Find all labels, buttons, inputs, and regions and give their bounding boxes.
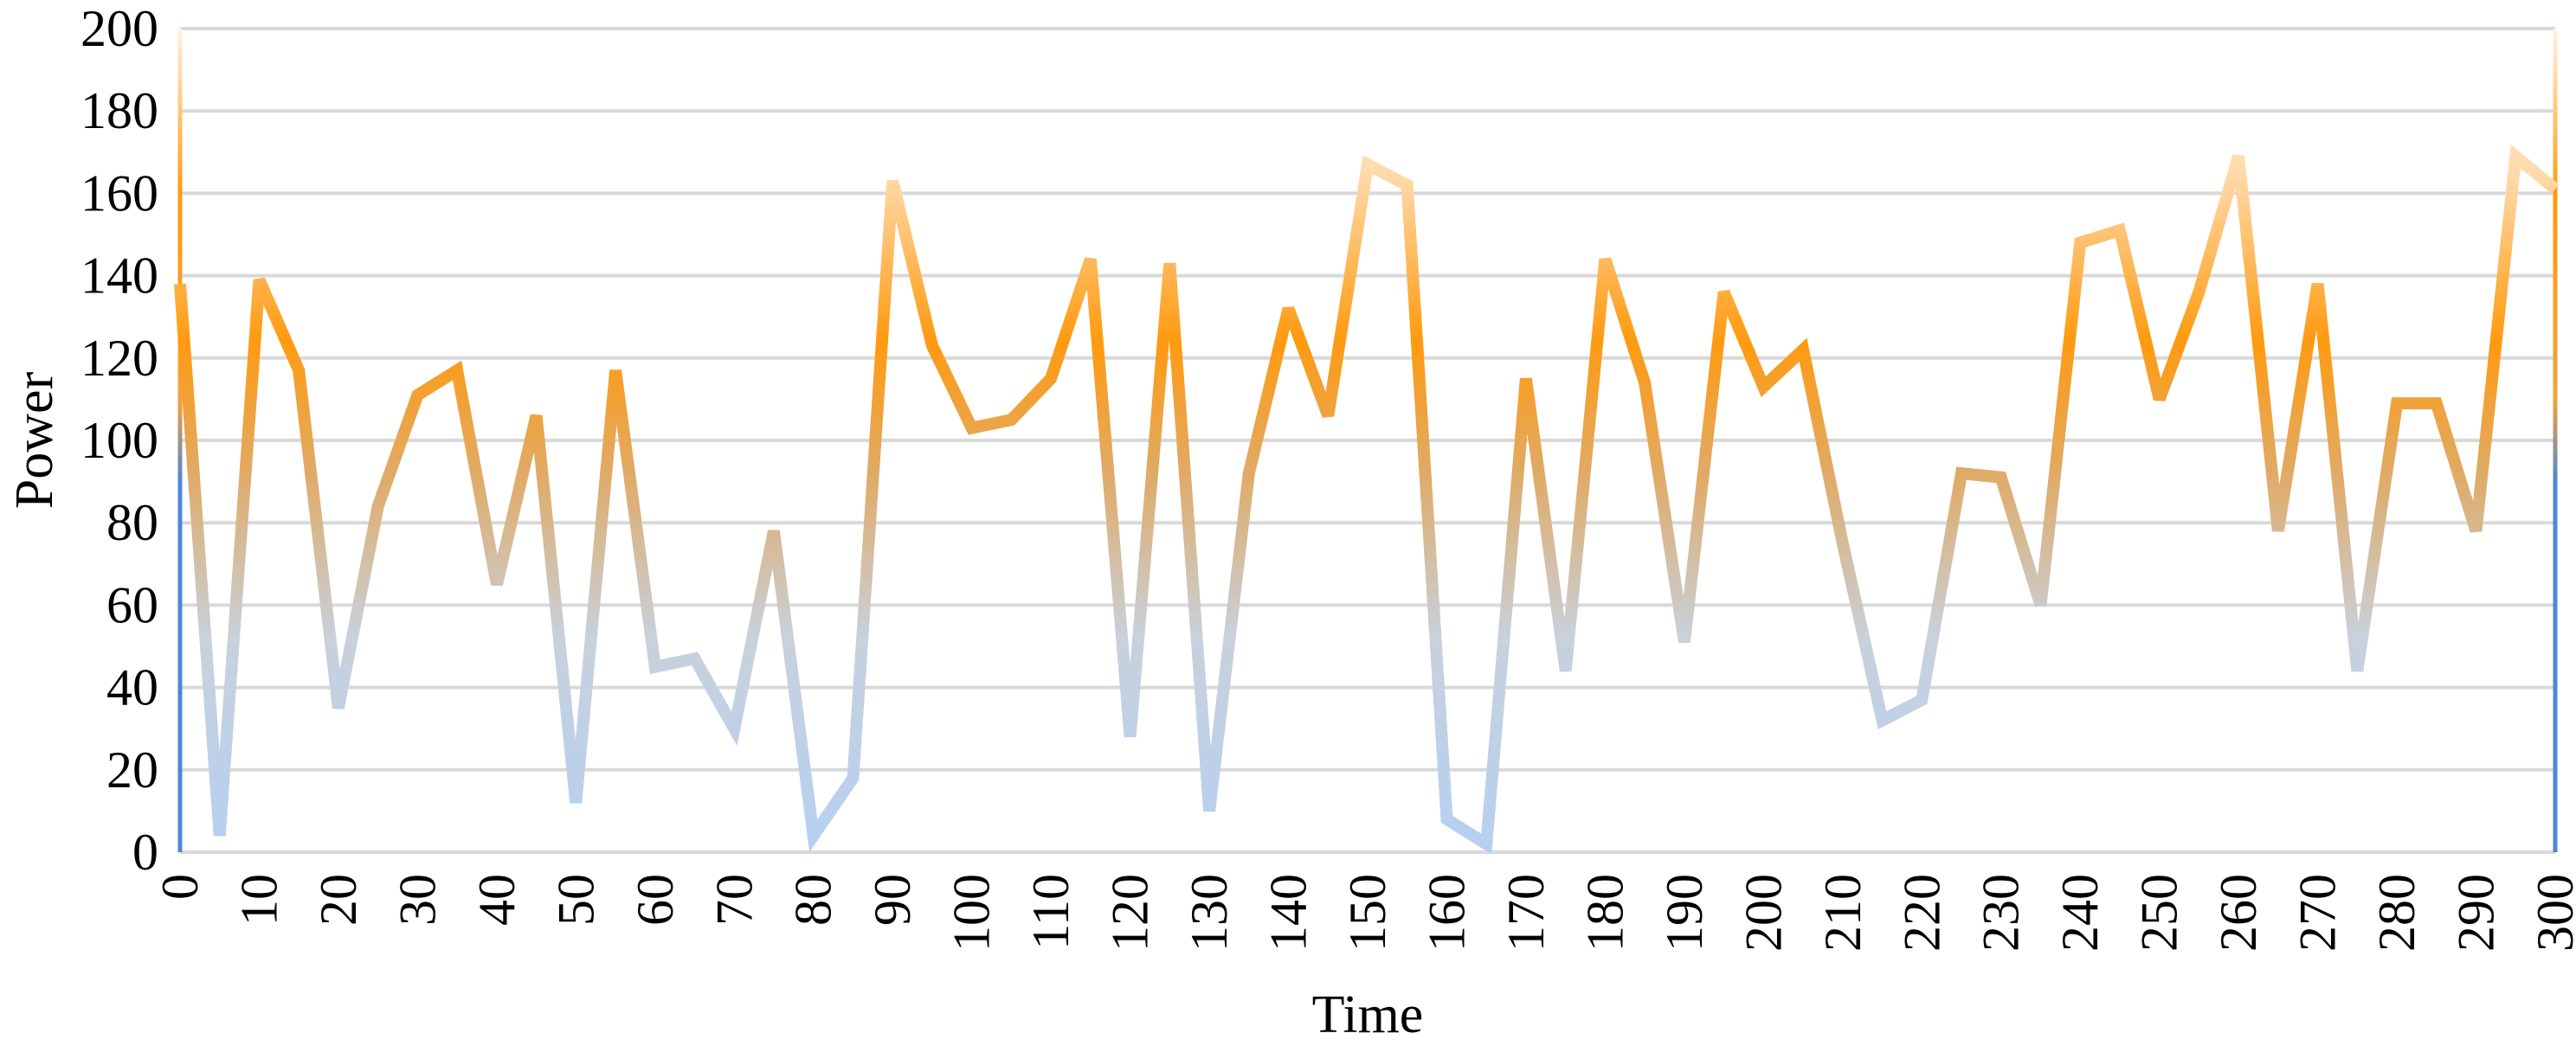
x-tick-label: 130 <box>1181 874 1238 952</box>
x-tick-label: 270 <box>2289 874 2347 952</box>
x-tick-label: 0 <box>151 874 209 900</box>
x-tick-label: 170 <box>1497 874 1555 952</box>
x-tick-label: 200 <box>1735 874 1792 952</box>
y-tick-label: 0 <box>132 824 158 881</box>
x-tick-label: 50 <box>547 874 604 926</box>
x-tick-label: 240 <box>2051 874 2109 952</box>
x-tick-label: 110 <box>1022 874 1079 950</box>
y-axis-title: Power <box>5 371 64 509</box>
x-tick-label: 150 <box>1339 874 1396 952</box>
y-tick-label: 20 <box>106 741 158 799</box>
x-tick-label: 180 <box>1576 874 1633 952</box>
x-tick-label: 280 <box>2368 874 2425 952</box>
x-tick-label: 230 <box>1973 874 2030 952</box>
y-tick-label: 60 <box>106 576 158 633</box>
y-tick-label: 200 <box>80 0 158 57</box>
x-tick-label: 40 <box>468 874 525 926</box>
y-tick-label: 80 <box>106 494 158 551</box>
x-tick-label: 160 <box>1418 874 1475 952</box>
x-tick-label: 290 <box>2448 874 2505 952</box>
x-tick-label: 220 <box>1893 874 1950 952</box>
x-tick-label: 90 <box>864 874 921 926</box>
x-tick-label: 140 <box>1260 874 1317 952</box>
x-tick-label: 20 <box>310 874 367 926</box>
x-tick-label: 70 <box>705 874 763 926</box>
y-tick-label: 160 <box>80 164 158 221</box>
y-tick-label: 40 <box>106 659 158 716</box>
x-tick-label: 10 <box>230 874 287 926</box>
x-tick-label: 120 <box>1102 874 1159 952</box>
y-axis-ticks: 0 20 40 60 80 100 120 140 160 180 200 <box>80 0 158 881</box>
x-tick-label: 250 <box>2131 874 2188 952</box>
series-line <box>174 144 2560 855</box>
x-tick-label: 210 <box>1814 874 1871 952</box>
y-tick-label: 100 <box>80 412 158 469</box>
y-tick-label: 180 <box>80 82 158 139</box>
x-axis-title: Time <box>1312 985 1424 1044</box>
x-tick-label: 300 <box>2527 874 2576 952</box>
x-tick-label: 60 <box>627 874 684 926</box>
y-tick-label: 140 <box>80 247 158 305</box>
x-axis-ticks: 0 10 20 30 40 50 60 70 80 90 100 110 120 130 140 150 160… <box>151 874 2576 952</box>
x-tick-label: 80 <box>785 874 842 926</box>
x-tick-label: 100 <box>943 874 1001 952</box>
x-tick-label: 30 <box>389 874 446 926</box>
y-tick-label: 120 <box>80 330 158 387</box>
x-tick-label: 190 <box>1656 874 1713 952</box>
x-tick-label: 260 <box>2210 874 2267 952</box>
